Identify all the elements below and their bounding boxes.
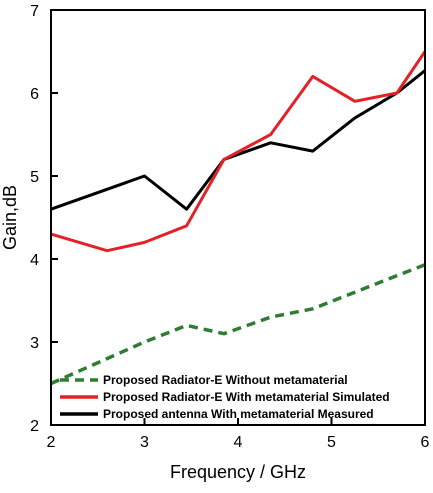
plot-lines <box>50 50 427 386</box>
y-axis-title: Gain,dB <box>0 185 20 250</box>
x-tick-label: 3 <box>140 434 149 451</box>
x-tick-label: 2 <box>47 434 56 451</box>
y-tick-label: 5 <box>30 169 39 186</box>
y-tick-label: 3 <box>30 335 39 352</box>
series-line-1 <box>50 263 426 386</box>
y-tick-label: 2 <box>30 418 39 435</box>
x-tick-label: 5 <box>327 434 336 451</box>
x-axis-title: Frequency / GHz <box>170 462 306 482</box>
axis-ticks: 2 3 4 5 6 2 3 4 5 6 7 <box>30 3 429 451</box>
x-tick-label: 6 <box>421 434 430 451</box>
legend-label-2: Proposed Radiator-E With metamaterial Si… <box>103 390 390 404</box>
y-tick-label: 4 <box>30 252 39 269</box>
y-tick-label: 7 <box>30 3 39 20</box>
legend-label-3: Proposed antenna With metamaterial Measu… <box>103 407 374 421</box>
legend: Proposed Radiator-E Without metamaterial… <box>60 373 390 421</box>
series-line-3 <box>50 69 426 211</box>
legend-label-1: Proposed Radiator-E Without metamaterial <box>103 373 348 387</box>
series-line-2 <box>50 50 427 253</box>
x-tick-label: 4 <box>234 434 243 451</box>
plot-frame <box>50 9 426 426</box>
y-tick-label: 6 <box>30 86 39 103</box>
